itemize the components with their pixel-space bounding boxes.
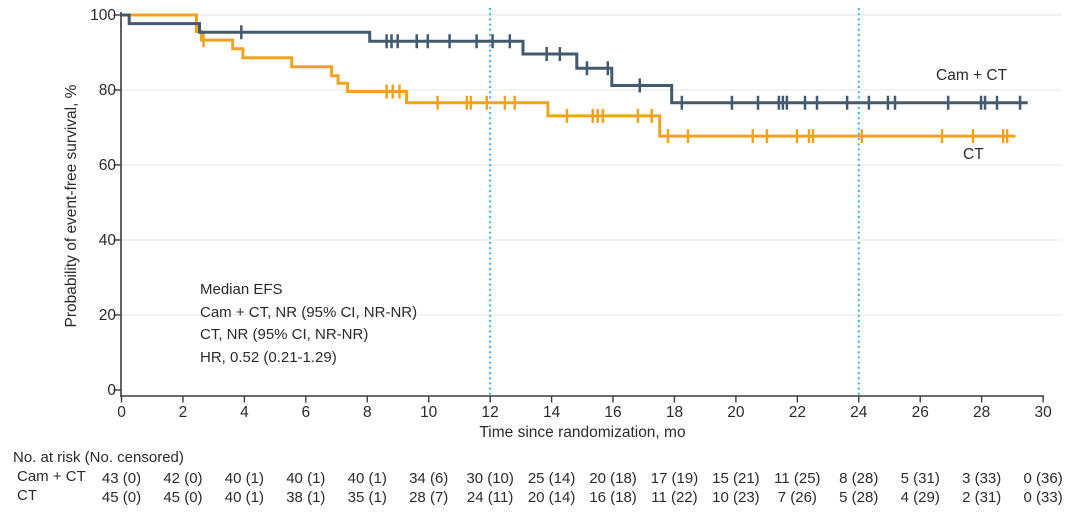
risk-value-ct-22mo: 7 (26) [778,489,817,506]
y-tick-label-40: 40 [99,232,117,249]
risk-value-ct-28mo: 2 (31) [962,489,1001,506]
y-tick-label-20: 20 [99,307,117,324]
annotation-line-median: Median EFS [200,281,283,298]
risk-value-cam-ct-28mo: 3 (33) [962,470,1001,487]
efs-curve-cam-ct [121,13,1028,105]
median-efs-annotation: Median EFS Cam + CT, NR (95% CI, NR-NR) … [200,279,417,369]
risk-value-cam-ct-16mo: 20 (18) [589,470,637,487]
risk-value-ct-4mo: 40 (1) [225,489,264,506]
risk-value-ct-12mo: 24 (11) [467,489,513,506]
risk-row-label-cam-ct: Cam + CT [17,468,86,485]
risk-value-ct-10mo: 28 (7) [409,489,448,506]
risk-value-cam-ct-4mo: 40 (1) [225,470,264,487]
risk-row-label-ct: CT [17,487,37,504]
risk-value-ct-6mo: 38 (1) [286,489,325,506]
risk-value-ct-26mo: 4 (29) [901,489,940,506]
x-tick-label-18: 18 [666,404,683,421]
risk-value-ct-14mo: 20 (14) [528,489,576,506]
y-tick-label-60: 60 [99,157,117,174]
risk-value-cam-ct-6mo: 40 (1) [286,470,325,487]
x-tick-label-16: 16 [604,404,621,421]
risk-table-header: No. at risk (No. censored) [13,449,184,466]
risk-value-cam-ct-24mo: 8 (28) [839,470,878,487]
risk-value-cam-ct-22mo: 11 (25) [774,470,820,487]
x-tick-label-2: 2 [179,404,188,421]
risk-value-ct-16mo: 16 (18) [589,489,637,506]
risk-value-ct-20mo: 10 (23) [712,489,760,506]
annotation-line-hr: HR, 0.52 (0.21-1.29) [200,348,337,366]
risk-value-ct-2mo: 45 (0) [163,489,202,506]
y-tick-label-100: 100 [90,7,116,24]
x-tick-label-28: 28 [973,404,990,421]
curve-label-cam-ct: Cam + CT [936,67,1008,84]
risk-value-cam-ct-14mo: 25 (14) [528,470,576,487]
x-tick-label-12: 12 [482,404,499,421]
x-tick-label-6: 6 [302,404,311,421]
x-tick-label-22: 22 [789,404,806,421]
risk-value-ct-24mo: 5 (28) [839,489,878,506]
risk-value-cam-ct-12mo: 30 (10) [466,470,514,487]
risk-value-cam-ct-20mo: 15 (21) [712,470,760,487]
risk-value-ct-8mo: 35 (1) [348,489,387,506]
x-tick-label-0: 0 [117,404,126,421]
x-tick-label-30: 30 [1034,404,1052,421]
risk-value-cam-ct-2mo: 42 (0) [163,470,202,487]
x-tick-label-14: 14 [543,404,561,421]
x-tick-label-8: 8 [363,404,372,421]
risk-value-cam-ct-8mo: 40 (1) [348,470,387,487]
risk-value-ct-0mo: 45 (0) [102,489,141,506]
risk-value-cam-ct-30mo: 0 (36) [1024,470,1063,487]
x-tick-label-10: 10 [420,404,438,421]
x-tick-label-4: 4 [240,404,249,421]
x-axis-title: Time since randomization, mo [479,424,686,441]
x-tick-label-26: 26 [912,404,929,421]
risk-value-cam-ct-10mo: 34 (6) [409,470,448,487]
curve-label-ct: CT [963,146,984,163]
risk-value-cam-ct-18mo: 17 (19) [651,470,699,487]
y-tick-label-0: 0 [107,382,116,399]
risk-value-ct-18mo: 11 (22) [651,489,697,506]
efs-curve-ct [121,13,1016,138]
risk-value-cam-ct-26mo: 5 (31) [901,470,940,487]
risk-value-ct-30mo: 0 (33) [1024,489,1063,506]
annotation-line-ct: CT, NR (95% CI, NR-NR) [200,326,369,343]
x-tick-label-24: 24 [850,404,868,421]
x-tick-label-20: 20 [727,404,745,421]
y-tick-label-80: 80 [99,82,117,99]
annotation-line-camct: Cam + CT, NR (95% CI, NR-NR) [200,303,418,321]
y-axis-title: Probability of event-free survival, % [63,84,80,328]
risk-value-cam-ct-0mo: 43 (0) [102,470,141,487]
